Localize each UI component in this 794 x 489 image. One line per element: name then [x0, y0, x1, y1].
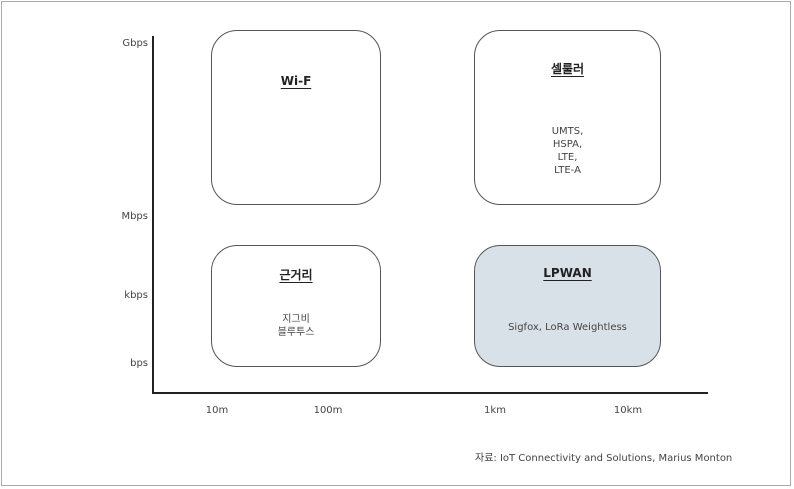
lpwan-item: Sigfox, LoRa Weightless: [508, 322, 627, 333]
x-tick-1km: 1km: [484, 405, 506, 416]
wifi-box: Wi-F: [211, 30, 381, 205]
short-range-box: 근거리 지그비 블루투스: [211, 245, 381, 367]
cellular-box-title: 셀룰러: [550, 62, 585, 76]
cellular-box-items: UMTS, HSPA, LTE, LTE-A: [475, 125, 660, 177]
y-tick-bps: bps: [130, 358, 148, 369]
short-range-item: 지그비: [282, 314, 310, 325]
y-axis: [152, 36, 154, 394]
lpwan-box-title: LPWAN: [543, 266, 592, 280]
x-tick-10km: 10km: [613, 405, 643, 416]
y-tick-gbps: Gbps: [122, 38, 148, 49]
wifi-box-title: Wi-F: [280, 74, 312, 88]
x-axis: [152, 392, 708, 394]
short-range-box-items: 지그비 블루투스: [212, 313, 380, 339]
cellular-item: HSPA,: [552, 139, 583, 150]
x-tick-100m: 100m: [313, 405, 343, 416]
x-tick-10m: 10m: [205, 405, 229, 416]
y-tick-mbps: Mbps: [121, 211, 148, 222]
short-range-item: 블루투스: [277, 327, 315, 338]
lpwan-box: LPWAN Sigfox, LoRa Weightless: [474, 245, 661, 367]
cellular-item: LTE-A: [554, 165, 581, 176]
cellular-item: UMTS,: [551, 126, 584, 137]
y-tick-kbps: kbps: [124, 290, 148, 301]
lpwan-box-items: Sigfox, LoRa Weightless: [475, 321, 660, 334]
cellular-box: 셀룰러 UMTS, HSPA, LTE, LTE-A: [474, 30, 661, 205]
source-caption: 자료: IoT Connectivity and Solutions, Mari…: [475, 453, 733, 464]
short-range-box-title: 근거리: [279, 268, 313, 282]
cellular-item: LTE,: [557, 152, 578, 163]
